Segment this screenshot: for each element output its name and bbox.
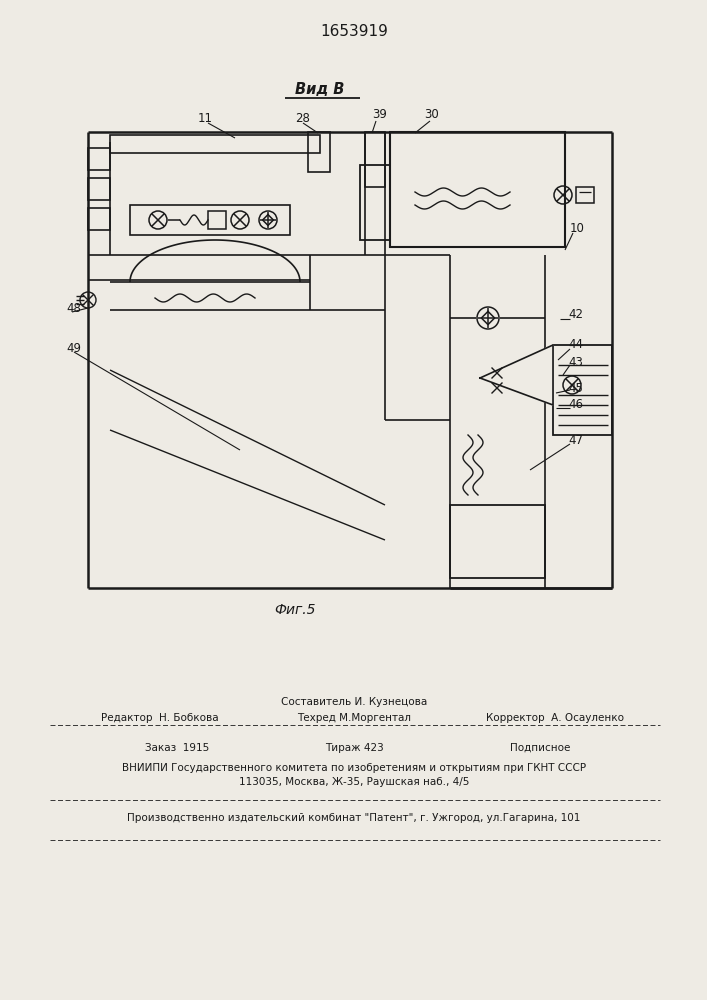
Text: 49: 49 bbox=[66, 342, 81, 355]
Text: Корректор  А. Осауленко: Корректор А. Осауленко bbox=[486, 713, 624, 723]
Text: Редактор  Н. Бобкова: Редактор Н. Бобкова bbox=[101, 713, 218, 723]
Text: Фиг.5: Фиг.5 bbox=[274, 603, 316, 617]
Bar bbox=[110, 135, 320, 153]
Bar bbox=[88, 178, 110, 200]
Text: Вид В: Вид В bbox=[296, 83, 345, 98]
Text: Производственно издательский комбинат "Патент", г. Ужгород, ул.Гагарина, 101: Производственно издательский комбинат "П… bbox=[127, 813, 580, 823]
Text: 28: 28 bbox=[295, 111, 310, 124]
Bar bbox=[450, 505, 545, 578]
Bar bbox=[308, 132, 330, 172]
Text: ВНИИПИ Государственного комитета по изобретениям и открытиям при ГКНТ СССР: ВНИИПИ Государственного комитета по изоб… bbox=[122, 763, 586, 773]
Text: 48: 48 bbox=[66, 302, 81, 314]
Text: Тираж 423: Тираж 423 bbox=[325, 743, 383, 753]
Text: 1653919: 1653919 bbox=[320, 24, 388, 39]
Text: 45: 45 bbox=[568, 381, 583, 394]
Bar bbox=[360, 165, 390, 240]
Text: 43: 43 bbox=[568, 356, 583, 368]
Text: 11: 11 bbox=[198, 111, 213, 124]
Bar bbox=[208, 211, 226, 229]
Text: 39: 39 bbox=[372, 108, 387, 121]
Bar bbox=[88, 208, 110, 230]
Text: 113035, Москва, Ж-35, Раушская наб., 4/5: 113035, Москва, Ж-35, Раушская наб., 4/5 bbox=[239, 777, 469, 787]
Bar bbox=[553, 345, 612, 435]
Bar bbox=[576, 187, 594, 203]
Bar bbox=[88, 148, 110, 170]
Text: 46: 46 bbox=[568, 398, 583, 412]
Text: 10: 10 bbox=[570, 222, 585, 234]
Text: 42: 42 bbox=[568, 308, 583, 322]
Text: 44: 44 bbox=[568, 338, 583, 352]
Bar bbox=[365, 132, 385, 187]
Text: Техред М.Моргентал: Техред М.Моргентал bbox=[297, 713, 411, 723]
Text: 47: 47 bbox=[568, 434, 583, 446]
Bar bbox=[390, 132, 565, 247]
Text: Заказ  1915: Заказ 1915 bbox=[145, 743, 209, 753]
Text: Составитель И. Кузнецова: Составитель И. Кузнецова bbox=[281, 697, 427, 707]
Text: Подписное: Подписное bbox=[510, 743, 571, 753]
Polygon shape bbox=[480, 345, 553, 405]
Bar bbox=[130, 205, 290, 235]
Text: 30: 30 bbox=[424, 108, 439, 121]
